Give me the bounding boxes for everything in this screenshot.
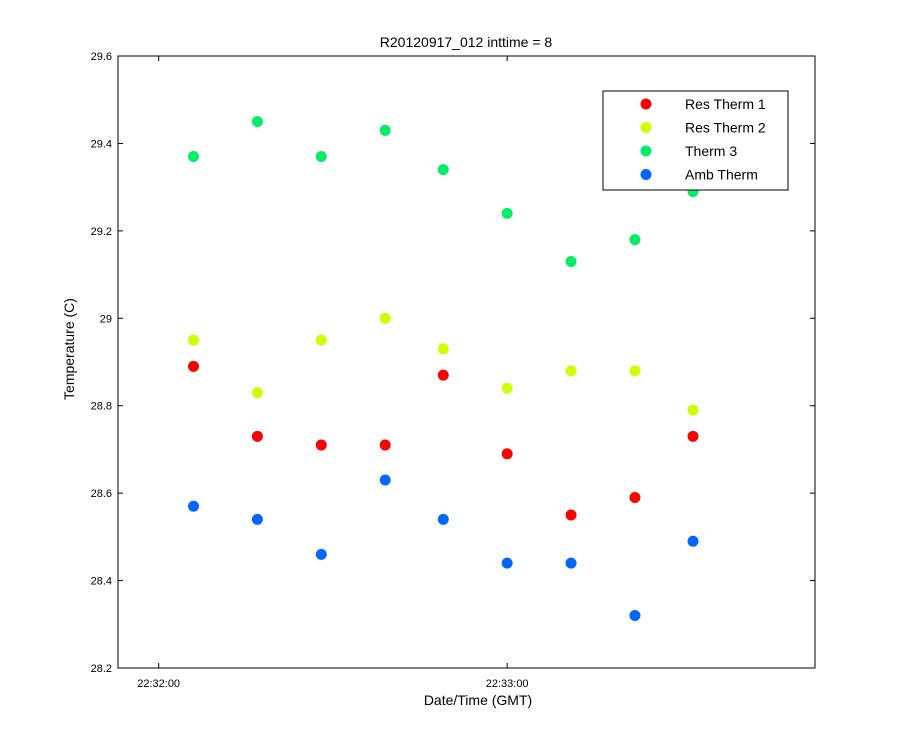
data-points bbox=[188, 116, 699, 622]
y-axis: 28.2 28.4 28.6 28.8 29 29.2 29.4 29.6 bbox=[91, 51, 815, 675]
y-tick-label: 29.2 bbox=[91, 226, 112, 238]
point-res-therm-2 bbox=[315, 334, 327, 346]
point-res-therm-2 bbox=[188, 334, 200, 346]
legend: Res Therm 1 Res Therm 2 Therm 3 Amb Therm bbox=[602, 90, 789, 191]
legend-marker-res-therm-2 bbox=[640, 122, 652, 133]
point-res-therm-2 bbox=[687, 404, 699, 416]
point-amb-therm bbox=[188, 500, 200, 512]
x-axis: 22:32:00 22:33:00 bbox=[137, 56, 529, 690]
chart-title: R20120917_012 inttime = 8 bbox=[380, 34, 553, 50]
x-axis-label: Date/Time (GMT) bbox=[424, 692, 532, 708]
point-therm-3 bbox=[629, 234, 641, 246]
point-res-therm-2 bbox=[251, 387, 263, 399]
point-res-therm-2 bbox=[379, 312, 391, 324]
y-axis-label: Temperature (C) bbox=[61, 298, 77, 400]
y-tick-label: 29 bbox=[100, 313, 112, 325]
point-amb-therm bbox=[315, 548, 327, 560]
point-therm-3 bbox=[188, 151, 200, 163]
legend-marker-amb-therm bbox=[640, 169, 652, 180]
legend-label-res-therm-2: Res Therm 2 bbox=[685, 120, 766, 136]
legend-box bbox=[602, 90, 789, 191]
point-res-therm-2 bbox=[629, 365, 641, 377]
point-amb-therm bbox=[501, 557, 513, 569]
point-res-therm-1 bbox=[501, 448, 513, 460]
y-tick-label: 28.2 bbox=[91, 663, 112, 675]
point-therm-3 bbox=[315, 151, 327, 163]
point-res-therm-1 bbox=[188, 360, 200, 372]
y-tick-label: 28.4 bbox=[91, 576, 112, 588]
point-res-therm-1 bbox=[565, 509, 577, 521]
legend-marker-res-therm-1 bbox=[640, 98, 652, 110]
x-tick-label: 22:33:00 bbox=[486, 678, 529, 690]
y-tick-label: 29.6 bbox=[91, 51, 112, 63]
point-amb-therm bbox=[437, 513, 449, 525]
legend-label-res-therm-1: Res Therm 1 bbox=[685, 96, 766, 112]
legend-label-amb-therm: Amb Therm bbox=[685, 167, 758, 183]
point-therm-3 bbox=[565, 255, 577, 267]
y-tick-label: 29.4 bbox=[91, 138, 112, 150]
point-res-therm-1 bbox=[629, 492, 641, 504]
point-res-therm-1 bbox=[437, 369, 449, 381]
y-tick-label: 28.6 bbox=[91, 488, 112, 500]
point-res-therm-1 bbox=[315, 439, 327, 451]
point-amb-therm bbox=[565, 557, 577, 569]
point-therm-3 bbox=[501, 207, 513, 219]
point-therm-3 bbox=[251, 116, 263, 128]
y-tick-label: 28.8 bbox=[91, 401, 112, 413]
x-tick-label: 22:32:00 bbox=[137, 678, 180, 690]
legend-label-therm-3: Therm 3 bbox=[685, 143, 737, 159]
point-therm-3 bbox=[437, 164, 449, 176]
point-res-therm-1 bbox=[251, 430, 263, 442]
point-amb-therm bbox=[251, 513, 263, 525]
point-res-therm-2 bbox=[437, 343, 449, 355]
point-res-therm-1 bbox=[379, 439, 391, 451]
point-amb-therm bbox=[629, 610, 641, 622]
point-amb-therm bbox=[379, 474, 391, 486]
point-res-therm-1 bbox=[687, 430, 699, 442]
point-res-therm-2 bbox=[565, 365, 577, 377]
point-amb-therm bbox=[687, 535, 699, 547]
legend-marker-therm-3 bbox=[640, 145, 652, 157]
point-therm-3 bbox=[379, 124, 391, 136]
point-res-therm-2 bbox=[501, 382, 513, 394]
